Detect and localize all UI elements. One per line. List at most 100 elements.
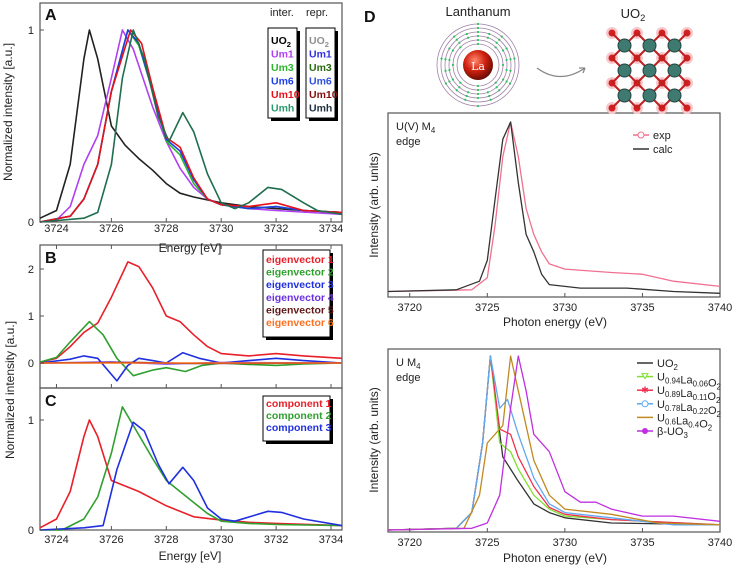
- panel-label-b: B: [45, 250, 57, 267]
- electron: [476, 34, 480, 38]
- legend-b-item: eigenvector 3: [266, 279, 334, 291]
- y-tick-label: 2: [28, 264, 34, 276]
- x-tick-label: 3732: [264, 223, 288, 235]
- legend-repr-item: Um1: [309, 49, 332, 61]
- uranium-atom: [642, 63, 657, 78]
- x-tick-label: 3734: [319, 223, 343, 235]
- legend-item: U0.6La0.4O2: [657, 412, 712, 432]
- x-tick-label: 3740: [708, 537, 732, 549]
- uranium-atom: [667, 38, 682, 53]
- electron: [455, 89, 458, 92]
- uo2-label: UO2: [621, 6, 646, 23]
- panel-c-xlabel: Energy [eV]: [159, 549, 222, 563]
- electron: [498, 38, 501, 41]
- x-tick-label: 3725: [475, 302, 499, 314]
- x-tick-label: 3732: [264, 534, 288, 546]
- uranium-atom: [617, 88, 632, 103]
- triangle-marker-icon: [641, 373, 649, 380]
- legend-b-item: eigenvector 5: [266, 304, 334, 316]
- electron: [505, 58, 508, 62]
- circle-marker-icon: [641, 400, 649, 408]
- legend-inter-item: Um10: [271, 89, 300, 101]
- panel-label-a: A: [45, 7, 57, 24]
- electron: [495, 86, 498, 89]
- dot-marker-icon: [642, 428, 648, 434]
- panel-d-top-annotation: U(V) M4: [396, 121, 436, 135]
- x-tick-label: 3725: [475, 537, 499, 549]
- legend-c-box: [262, 395, 331, 442]
- series-b-1: [39, 320, 343, 377]
- electron: [451, 78, 454, 81]
- x-tick-label: 3730: [209, 223, 233, 235]
- electron: [476, 96, 480, 100]
- series-a-0: [39, 29, 343, 219]
- lanthanum-nucleus: [463, 50, 493, 80]
- legend-repr-item: Um6: [309, 76, 332, 88]
- panel-a-ylabel: Normalized intensity [a.u.]: [1, 43, 15, 181]
- legend-b-item: eigenvector 4: [266, 292, 334, 304]
- electron: [476, 42, 480, 46]
- legend-repr-item: UO2: [309, 35, 329, 49]
- y-tick-label: 0: [28, 358, 34, 370]
- series-a-4: [39, 29, 343, 223]
- electron: [466, 91, 470, 94]
- electron: [455, 38, 458, 41]
- legend-item: U0.94La0.06O2: [657, 372, 721, 392]
- electron: [509, 58, 512, 61]
- x-tick-label: 3728: [154, 534, 178, 546]
- legend-b-item: eigenvector 1: [266, 254, 334, 266]
- x-tick-label: 3724: [44, 223, 68, 235]
- electron: [486, 91, 490, 94]
- series-d-bottom-4: [387, 355, 721, 531]
- electron: [509, 69, 512, 72]
- legend-b-item: eigenvector 2: [266, 267, 334, 279]
- x-tick-label: 3730: [553, 302, 577, 314]
- legend-repr-item: Um10: [309, 89, 338, 101]
- x-tick-label: 3720: [397, 302, 421, 314]
- legend-b-box: [262, 249, 331, 338]
- series-d-bottom-5: [387, 355, 721, 531]
- electron: [476, 104, 480, 108]
- panel-label-c: C: [45, 393, 57, 410]
- electron-shells: [436, 22, 520, 108]
- panel-a-frame: [39, 2, 343, 223]
- electron: [489, 98, 492, 101]
- panel-d-top-annotation-edge: edge: [396, 136, 420, 148]
- electron: [453, 35, 456, 38]
- panel-d-top-ylabel: Intensity (arb. units): [367, 152, 381, 257]
- lanthanum-atom-illustration: Lanthanum La: [436, 4, 520, 108]
- panel-d-bottom-annotation-edge: edge: [396, 372, 420, 384]
- x-tick-label: 3735: [630, 302, 654, 314]
- uranium-atom: [642, 88, 657, 103]
- panel-d-top-xlabel: Photon energy (eV): [503, 315, 607, 329]
- electron: [488, 32, 491, 36]
- series-c-0: [39, 419, 343, 529]
- panel-c-frame: [39, 387, 343, 531]
- electron: [502, 78, 505, 81]
- panel-a-xlabel: Energy [eV]: [159, 241, 222, 255]
- electron: [476, 30, 480, 34]
- x-tick-label: 3730: [553, 537, 577, 549]
- electron: [465, 94, 468, 98]
- electron: [476, 26, 480, 30]
- electron: [444, 69, 447, 72]
- series-b-2: [39, 351, 343, 382]
- electron: [476, 38, 480, 42]
- legend-c-item: component 1: [266, 398, 331, 410]
- panel-d-top-frame: [387, 112, 721, 298]
- uranium-atom: [667, 88, 682, 103]
- panel-d-bottom-frame: [387, 348, 721, 533]
- electron: [505, 47, 508, 50]
- electron: [464, 98, 467, 101]
- electron: [440, 57, 443, 60]
- panel-d-bottom-annotation: U M4: [396, 357, 421, 371]
- x-tick-label: 3726: [99, 534, 123, 546]
- series-c-2: [39, 421, 343, 531]
- electron: [451, 63, 455, 67]
- series-a-5: [39, 29, 343, 223]
- electron: [466, 36, 470, 39]
- legend-item: UO2: [657, 358, 678, 372]
- x-tick-label: 3724: [44, 534, 68, 546]
- electron: [502, 49, 505, 52]
